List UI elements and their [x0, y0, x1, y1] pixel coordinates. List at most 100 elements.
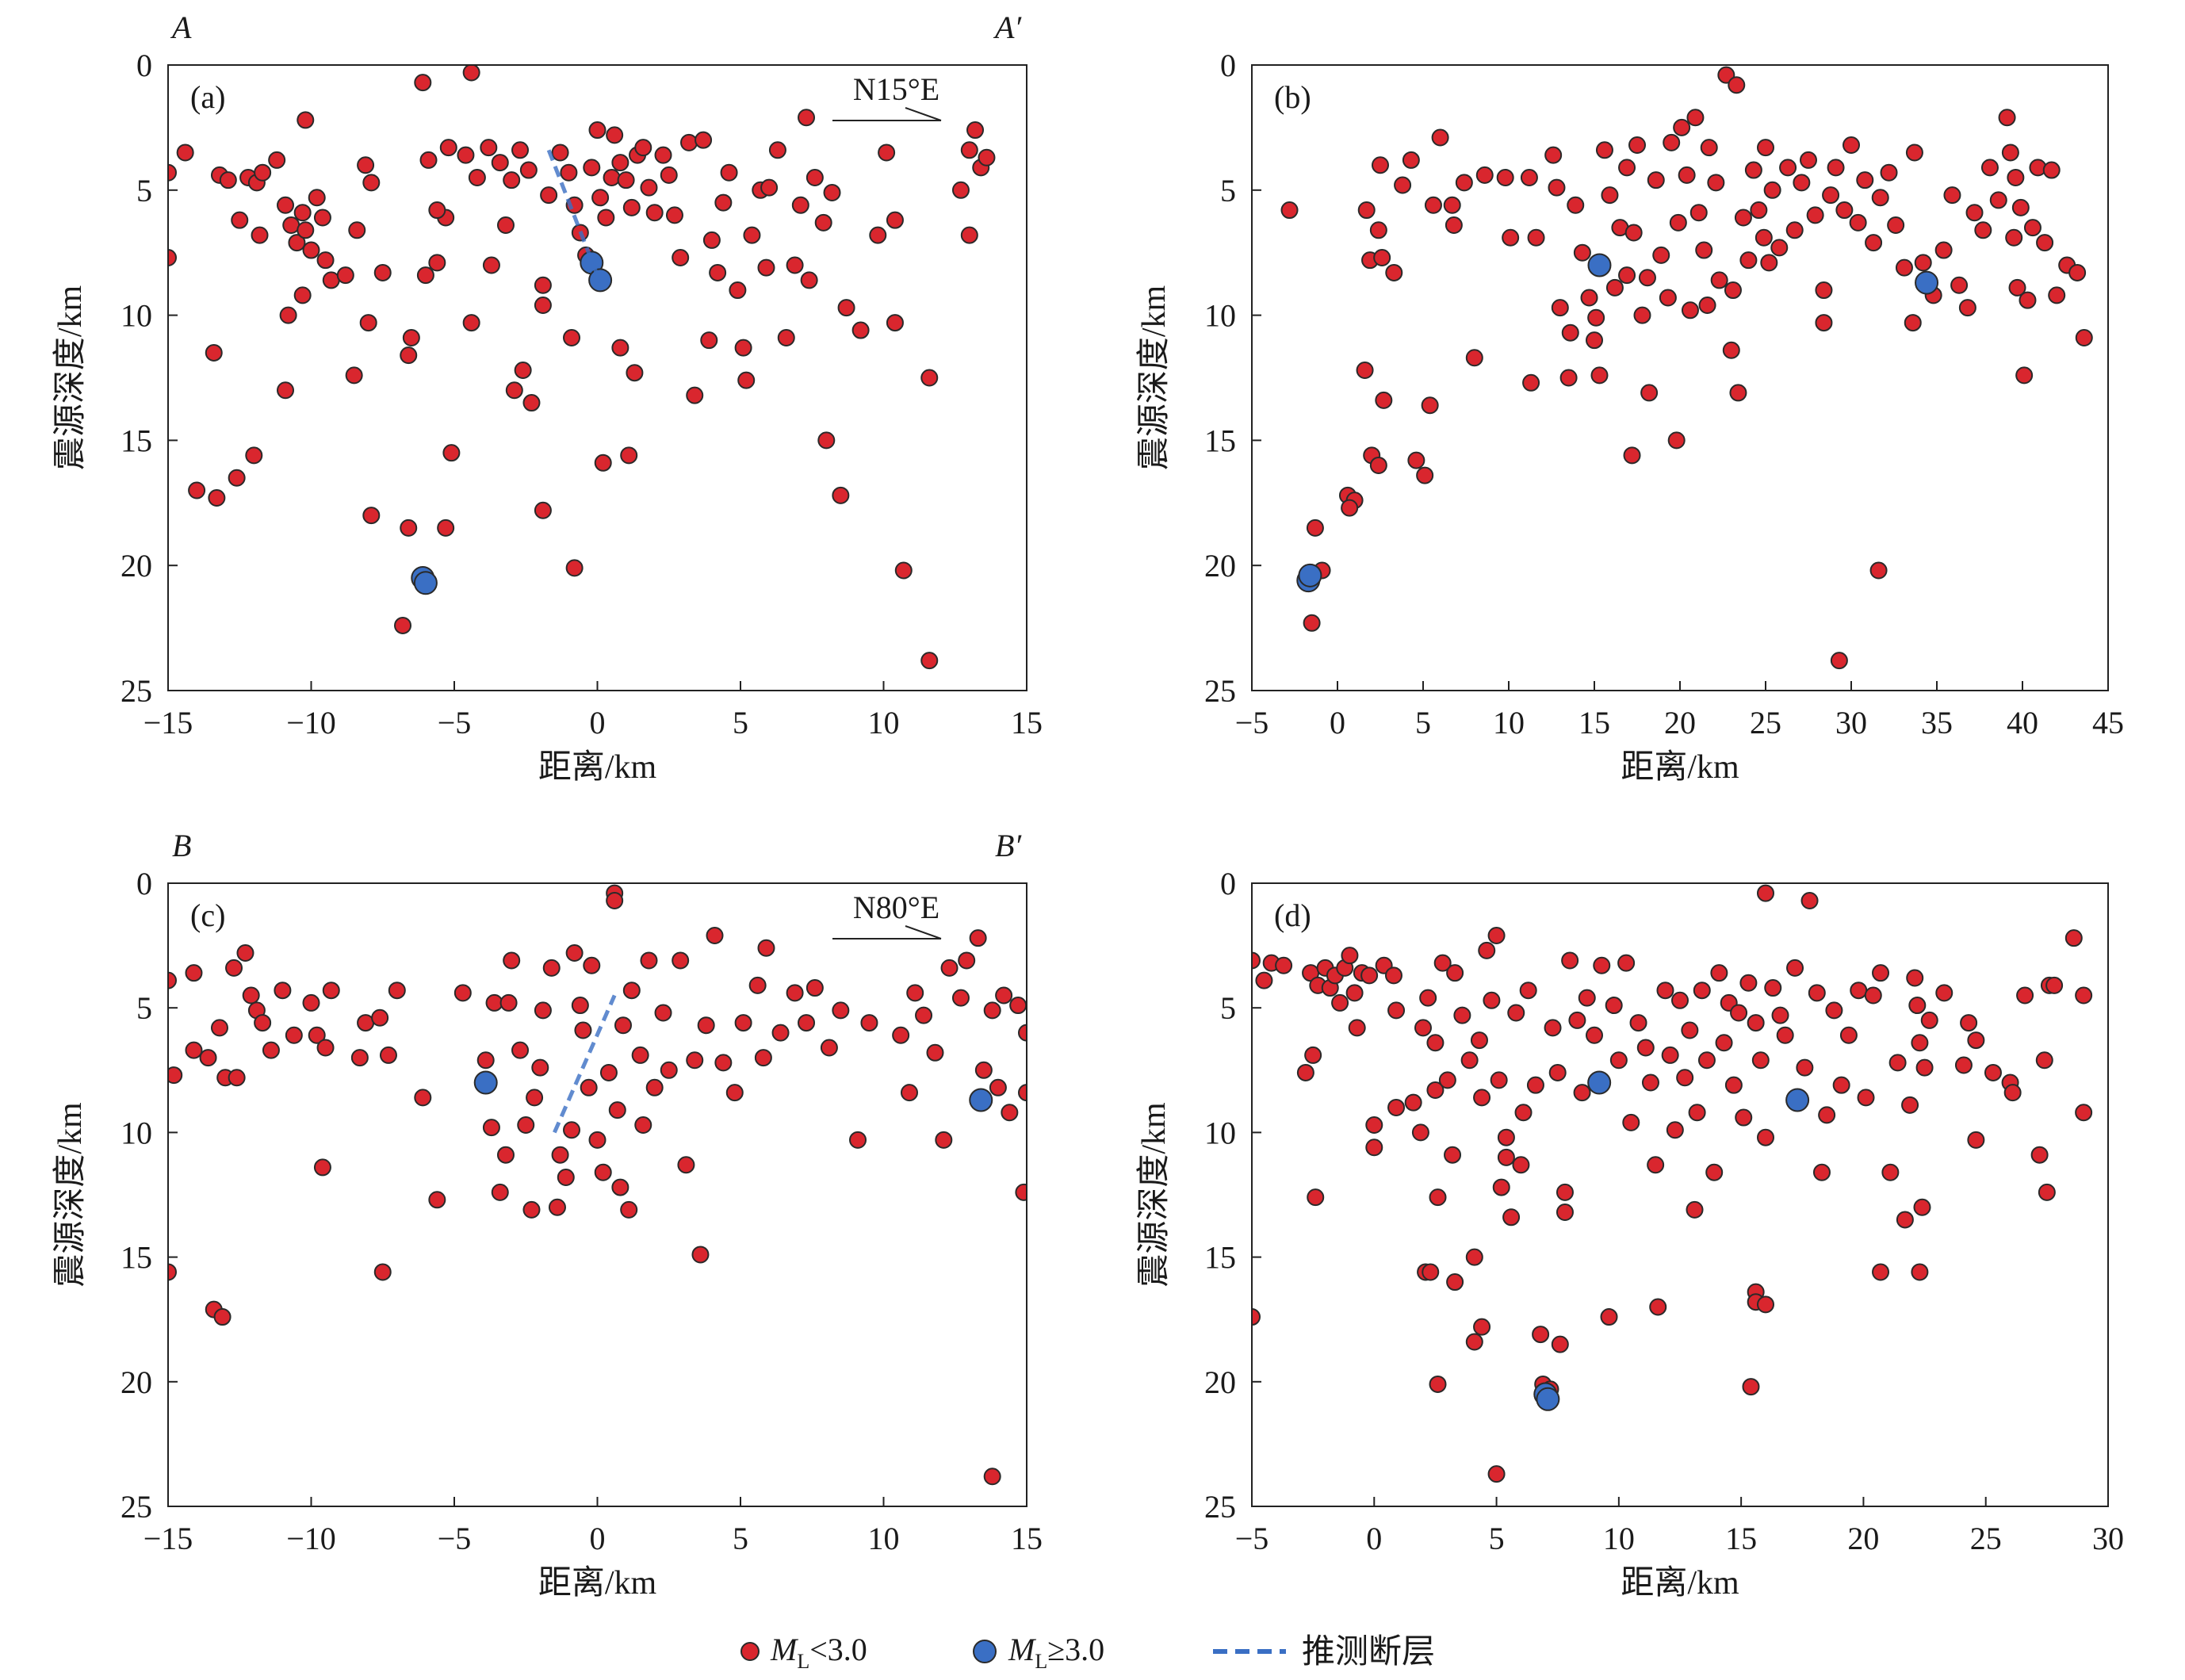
x-tick-label: 40: [2007, 705, 2038, 741]
event-marker-small: [1641, 1073, 1659, 1092]
event-marker-small: [771, 1024, 790, 1042]
inferred-fault-line: [553, 994, 617, 1134]
event-marker-small: [798, 1014, 816, 1032]
event-marker-small: [503, 951, 521, 970]
event-marker-small: [1757, 139, 1774, 157]
event-marker-small: [1426, 1081, 1445, 1099]
event-marker-small: [373, 263, 392, 281]
event-marker-small: [557, 1168, 575, 1186]
x-axis-label: 距离/km: [538, 1564, 657, 1602]
event-marker-small: [849, 1131, 867, 1149]
event-marker-small: [1407, 451, 1425, 469]
event-marker-small: [1252, 1308, 1261, 1326]
event-marker-small: [1429, 1188, 1447, 1207]
event-marker-small: [611, 154, 629, 172]
event-marker-small: [1689, 204, 1708, 222]
event-marker-small: [1763, 181, 1781, 199]
y-tick-label: 15: [1204, 1240, 1236, 1276]
event-marker-small: [920, 652, 939, 670]
event-marker-small: [468, 169, 486, 187]
event-marker-small: [511, 1041, 530, 1059]
x-tick-label: −5: [1235, 705, 1269, 741]
y-axis-label: 震源深度/km: [52, 285, 89, 471]
event-marker-small: [860, 1014, 878, 1032]
event-marker-small: [700, 331, 718, 350]
event-marker-small: [2003, 1084, 2022, 1102]
y-tick-label: 10: [121, 1115, 152, 1150]
event-marker-small: [960, 226, 978, 244]
event-marker-small: [1825, 1001, 1843, 1020]
event-marker-small: [594, 1163, 612, 1181]
event-marker-small: [614, 1016, 632, 1035]
event-marker-small: [697, 1016, 715, 1035]
x-tick-label: −5: [1235, 1521, 1269, 1556]
event-marker-small: [2035, 1051, 2053, 1070]
y-tick-label: 0: [1220, 866, 1236, 901]
event-marker-small: [1849, 213, 1867, 232]
event-marker-small: [1548, 1063, 1567, 1081]
event-marker-small: [1647, 171, 1665, 189]
event-marker-small: [729, 281, 747, 300]
event-marker-small: [453, 984, 472, 1002]
x-tick-label: 25: [1750, 705, 1781, 741]
event-marker-small: [1018, 1084, 1027, 1102]
event-marker-small: [599, 1063, 618, 1081]
event-marker-small: [606, 892, 624, 910]
event-marker-small: [2075, 329, 2093, 347]
event-marker-small: [620, 446, 638, 465]
event-marker-small: [496, 216, 515, 234]
direction-label: N80°E: [853, 890, 939, 925]
x-tick-label: 10: [1493, 705, 1525, 741]
event-marker-small: [1843, 136, 1860, 154]
event-marker-large: [1915, 270, 1939, 295]
event-marker-small: [1365, 1116, 1383, 1134]
event-marker-small: [313, 209, 331, 227]
event-marker-large: [1536, 1387, 1560, 1411]
event-marker-small: [1771, 1006, 1789, 1024]
x-tick-label: 5: [733, 1521, 748, 1556]
event-marker-small: [1729, 384, 1747, 402]
event-marker-small: [1590, 366, 1609, 385]
event-marker-small: [1628, 136, 1646, 154]
event-marker-small: [228, 469, 246, 487]
event-marker-small: [1681, 1021, 1699, 1039]
event-marker-small: [1478, 941, 1496, 959]
event-marker-small: [1497, 1148, 1515, 1166]
event-marker-small: [1880, 163, 1898, 182]
event-marker-small: [2023, 219, 2042, 237]
event-marker-small: [199, 1049, 217, 1067]
y-tick-label: 25: [121, 1489, 152, 1525]
event-marker-small: [236, 944, 254, 962]
x-tick-label: 20: [1664, 705, 1696, 741]
event-marker-small: [1487, 1465, 1506, 1483]
event-marker-small: [1304, 1046, 1322, 1064]
event-marker-small: [277, 196, 295, 214]
event-marker-small: [1764, 979, 1782, 997]
y-tick-label: 20: [1204, 1364, 1236, 1400]
event-marker-small: [686, 386, 704, 404]
event-marker-small: [279, 306, 297, 324]
event-marker-small: [1697, 1051, 1716, 1070]
y-tick-label: 15: [121, 1240, 152, 1276]
event-marker-small: [665, 206, 683, 224]
x-tick-label: 5: [733, 705, 748, 741]
event-marker-small: [2011, 198, 2030, 216]
event-marker-small: [540, 186, 558, 205]
data-layer: [168, 884, 1027, 1486]
event-marker-small: [1659, 289, 1677, 307]
event-marker-small: [1881, 1163, 1900, 1181]
event-marker-small: [1710, 271, 1728, 289]
event-marker-small: [1636, 1039, 1655, 1057]
event-marker-small: [1018, 1024, 1027, 1042]
event-marker-small: [606, 126, 624, 144]
event-marker-small: [706, 927, 724, 945]
event-marker-small: [1871, 189, 1889, 207]
event-marker-small: [1905, 144, 1923, 162]
event-marker-small: [1984, 1063, 2002, 1081]
event-marker-small: [1492, 1178, 1510, 1196]
event-marker-small: [1710, 964, 1728, 982]
event-marker-small: [1717, 66, 1735, 84]
event-marker-small: [1527, 228, 1545, 247]
event-marker-small: [293, 204, 312, 222]
event-marker-small: [1394, 176, 1412, 194]
